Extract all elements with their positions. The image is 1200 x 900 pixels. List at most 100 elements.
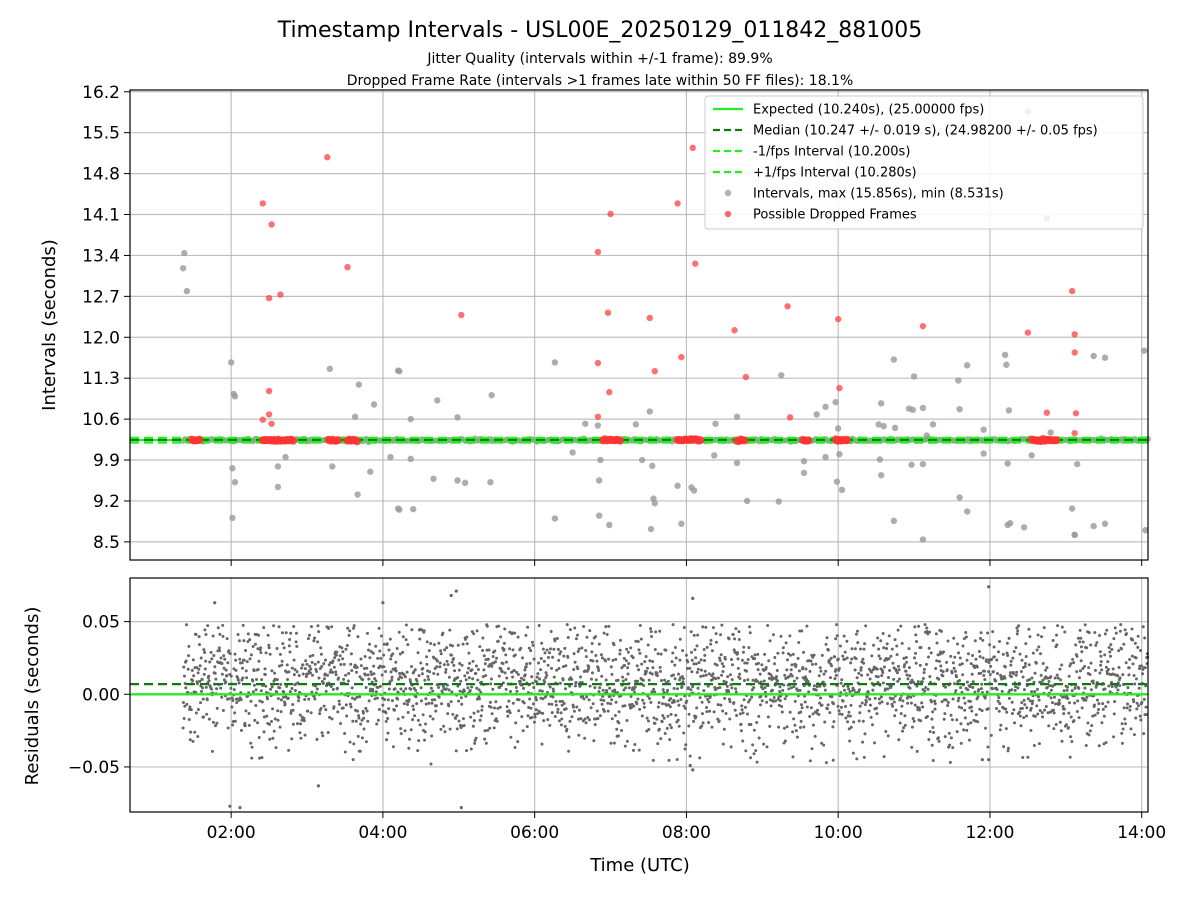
residual-point: [599, 653, 603, 657]
residual-point: [884, 730, 888, 734]
residual-point: [729, 745, 733, 749]
residual-point: [595, 659, 599, 663]
interval-outlier-point: [274, 483, 282, 491]
residual-point: [472, 711, 476, 715]
residual-point: [1044, 668, 1048, 672]
residual-point: [207, 674, 211, 678]
residual-point: [1062, 689, 1066, 693]
residual-point: [349, 705, 353, 709]
residual-point: [431, 689, 435, 693]
dropped-frame-point: [594, 413, 602, 420]
residual-point: [681, 649, 685, 653]
residual-point: [992, 645, 996, 649]
residual-point: [632, 704, 636, 708]
residual-point: [394, 660, 398, 664]
residual-point: [976, 695, 980, 699]
residual-point: [1142, 732, 1146, 736]
residual-point: [701, 721, 705, 725]
residual-point: [622, 656, 626, 660]
residual-point: [698, 696, 702, 700]
residual-point: [605, 633, 609, 637]
residual-point: [762, 679, 766, 683]
residual-point: [812, 653, 816, 657]
residual-point: [529, 649, 533, 653]
residual-point: [948, 743, 952, 747]
residual-point: [767, 676, 771, 680]
residual-point: [789, 653, 793, 657]
residual-point: [1075, 654, 1079, 658]
residual-point: [594, 654, 598, 658]
residual-point: [935, 659, 939, 663]
residual-point: [209, 687, 213, 691]
residual-point: [892, 677, 896, 681]
interval-outlier-point: [1006, 519, 1014, 527]
residual-point: [1096, 698, 1100, 702]
residual-point: [858, 711, 862, 715]
residual-point: [1001, 652, 1005, 656]
residual-point: [321, 734, 325, 738]
dropped-frame-point: [843, 436, 852, 445]
residual-point: [593, 723, 597, 727]
residual-point: [765, 700, 769, 704]
residual-point: [199, 701, 203, 705]
residual-point: [974, 657, 978, 661]
residual-point: [659, 737, 663, 741]
residual-point: [1080, 650, 1084, 654]
residual-point: [780, 710, 784, 714]
residual-point: [539, 657, 543, 661]
legend: Expected (10.240s), (25.00000 fps)Median…: [704, 95, 1144, 230]
residual-point: [1024, 654, 1028, 658]
intervals-ytick-label: 16.2: [82, 83, 120, 103]
residual-point: [584, 655, 588, 659]
residual-point: [1119, 623, 1123, 627]
residual-point: [405, 702, 409, 706]
residual-point: [373, 697, 377, 701]
interval-outlier-point: [822, 453, 829, 461]
residual-point: [344, 703, 348, 707]
residual-point: [830, 695, 834, 699]
residual-point: [730, 678, 734, 682]
residual-point: [263, 672, 267, 676]
residual-point: [746, 678, 750, 682]
residual-point: [781, 651, 785, 655]
residual-point: [842, 634, 846, 638]
residual-point: [1111, 667, 1115, 671]
residual-point: [561, 665, 565, 669]
residual-point: [392, 708, 396, 712]
residual-point: [629, 706, 633, 710]
residual-point: [888, 668, 892, 672]
residual-point: [1100, 721, 1104, 725]
residual-point: [423, 738, 427, 742]
residual-point: [964, 635, 968, 639]
residual-point: [281, 642, 285, 646]
residual-point: [491, 687, 495, 691]
residual-point: [399, 687, 403, 691]
residual-point: [710, 725, 714, 729]
residual-point: [210, 749, 214, 753]
residual-point: [764, 666, 768, 670]
residual-point: [651, 758, 655, 762]
residual-point: [635, 702, 639, 706]
residual-point: [463, 637, 467, 641]
residual-point: [329, 684, 333, 688]
residual-point: [208, 660, 212, 664]
residual-point: [1104, 705, 1108, 709]
residual-point: [712, 710, 716, 714]
residual-point: [345, 714, 349, 718]
residual-point: [242, 639, 246, 643]
residual-point: [728, 717, 732, 721]
residual-point: [341, 706, 345, 710]
residual-point: [557, 719, 561, 723]
residual-point: [1133, 682, 1137, 686]
residual-point: [987, 661, 991, 665]
residual-point: [727, 637, 731, 641]
residual-point: [369, 649, 373, 653]
residual-point: [1005, 651, 1009, 655]
residual-point: [227, 697, 231, 701]
residual-point: [338, 654, 342, 658]
residual-point: [937, 659, 941, 663]
residual-point: [263, 667, 267, 671]
residual-point: [367, 648, 371, 652]
residual-point: [407, 746, 411, 750]
residual-point: [537, 624, 541, 628]
